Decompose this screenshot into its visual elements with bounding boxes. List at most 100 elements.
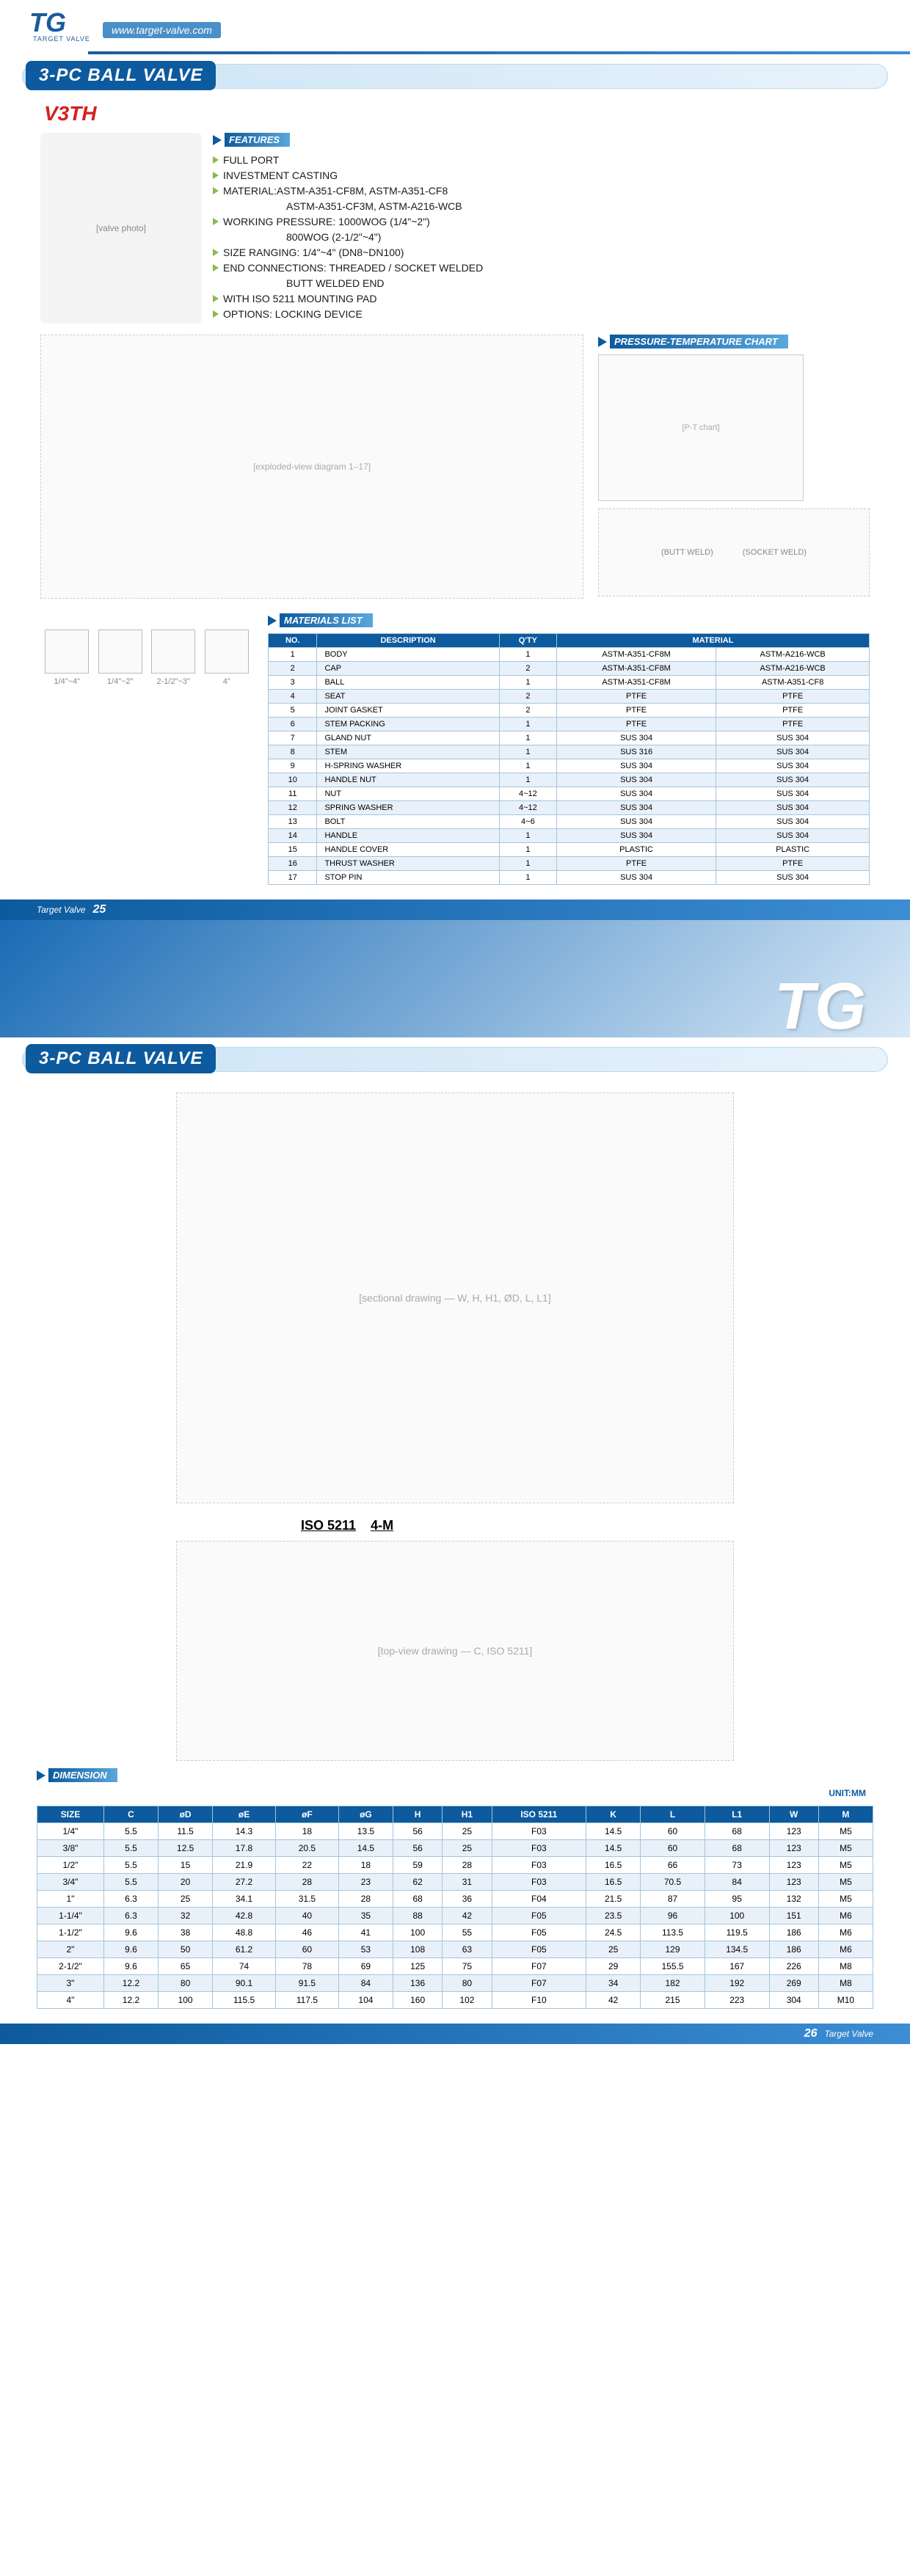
feature-item: END CONNECTIONS: THREADED / SOCKET WELDE…	[213, 260, 866, 276]
dim-th: øE	[213, 1806, 276, 1823]
table-row: 15HANDLE COVER1PLASTICPLASTIC	[269, 843, 870, 857]
dim-th: ISO 5211	[492, 1806, 586, 1823]
dim-header: DIMENSION	[37, 1768, 873, 1782]
section-title-2: 3-PC BALL VALVE	[26, 1044, 216, 1073]
feature-item: FULL PORT	[213, 153, 866, 168]
flange-item: 1/4"~4"	[45, 630, 89, 686]
table-row: 9H-SPRING WASHER1SUS 304SUS 304	[269, 759, 870, 773]
materials-label: MATERIALS LIST	[280, 613, 373, 627]
table-row: 1-1/2"9.63848.8464110055F0524.5113.5119.…	[37, 1924, 873, 1941]
feature-item: BUTT WELDED END	[213, 276, 866, 291]
table-row: 8STEM1SUS 316SUS 304	[269, 745, 870, 759]
table-row: 4"12.2100115.5117.5104160102F10422152233…	[37, 1992, 873, 2009]
table-row: 11NUT4~12SUS 304SUS 304	[269, 787, 870, 801]
table-row: 2CAP2ASTM-A351-CF8MASTM-A216-WCB	[269, 662, 870, 676]
dim-th: H1	[443, 1806, 492, 1823]
dim-th: W	[769, 1806, 818, 1823]
table-row: 1"6.32534.131.5286836F0421.58795132M5	[37, 1891, 873, 1908]
feature-item: MATERIAL:ASTM-A351-CF8M, ASTM-A351-CF8	[213, 183, 866, 199]
footer-left: Target Valve 25	[0, 900, 910, 920]
content-row: [valve photo] FEATURES FULL PORTINVESTME…	[0, 133, 910, 324]
header-bar	[88, 51, 910, 54]
exploded-diagram: [exploded-view diagram 1–17]	[40, 335, 583, 599]
feature-item: WORKING PRESSURE: 1000WOG (1/4"~2")	[213, 214, 866, 230]
feature-item: SIZE RANGING: 1/4"~4" (DN8~DN100)	[213, 245, 866, 260]
unit-label: UNIT:MM	[0, 1788, 866, 1798]
table-row: 3BALL1ASTM-A351-CF8MASTM-A351-CF8	[269, 676, 870, 690]
technical-drawing-main: [sectional drawing — W, H, H1, ØD, L, L1…	[176, 1092, 734, 1503]
page-num-right: 26	[804, 2027, 818, 2040]
feature-item: INVESTMENT CASTING	[213, 168, 866, 183]
table-row: 1/4"5.511.514.31813.55625F0314.56068123M…	[37, 1823, 873, 1840]
mat-th: DESCRIPTION	[317, 634, 499, 648]
dim-th: L	[641, 1806, 705, 1823]
table-row: 1/2"5.51521.922185928F0316.56673123M5	[37, 1857, 873, 1874]
weld-diagrams: (BUTT WELD) (SOCKET WELD)	[598, 508, 870, 596]
dim-th: L1	[705, 1806, 769, 1823]
ptchart-label: PRESSURE-TEMPERATURE CHART	[610, 335, 788, 349]
table-row: 10HANDLE NUT1SUS 304SUS 304	[269, 773, 870, 787]
page-num-left: 25	[93, 903, 106, 916]
banner-logo: TG	[774, 969, 866, 1045]
dim-th: øG	[338, 1806, 393, 1823]
page2-banner: TG	[0, 920, 910, 1037]
flange-item: 1/4"~2"	[98, 630, 142, 686]
logo: TG	[29, 7, 66, 38]
dim-th: øF	[276, 1806, 339, 1823]
materials-header: MATERIALS LIST	[268, 613, 870, 627]
dim-th: SIZE	[37, 1806, 104, 1823]
feature-item: WITH ISO 5211 MOUNTING PAD	[213, 291, 866, 307]
table-row: 12SPRING WASHER4~12SUS 304SUS 304	[269, 801, 870, 815]
materials-table: NO.DESCRIPTIONQ'TYMATERIAL1BODY1ASTM-A35…	[268, 633, 870, 885]
left-column: [valve photo]	[0, 133, 213, 324]
table-row: 17STOP PIN1SUS 304SUS 304	[269, 871, 870, 885]
section-title: 3-PC BALL VALVE	[26, 61, 216, 90]
table-row: 3/8"5.512.517.820.514.55625F0314.5606812…	[37, 1840, 873, 1857]
pt-chart: [P-T chart]	[598, 354, 804, 501]
table-row: 14HANDLE1SUS 304SUS 304	[269, 829, 870, 843]
table-row: 7GLAND NUT1SUS 304SUS 304	[269, 731, 870, 745]
table-row: 3/4"5.52027.228236231F0316.570.584123M5	[37, 1874, 873, 1891]
mat-th: NO.	[269, 634, 317, 648]
flange-item: 4"	[205, 630, 249, 686]
chart-row: [exploded-view diagram 1–17] PRESSURE-TE…	[0, 335, 910, 599]
table-row: 16THRUST WASHER1PTFEPTFE	[269, 857, 870, 871]
section-title-wrap: 3-PC BALL VALVE	[0, 58, 910, 95]
materials-wrap: MATERIALS LIST NO.DESCRIPTIONQ'TYMATERIA…	[268, 613, 870, 885]
feature-item: ASTM-A351-CF3M, ASTM-A216-WCB	[213, 199, 866, 214]
url: www.target-valve.com	[103, 22, 221, 38]
butt-weld-label: (BUTT WELD)	[661, 548, 713, 557]
section-title-wrap-2: 3-PC BALL VALVE	[0, 1041, 910, 1078]
table-row: 2-1/2"9.66574786912575F0729155.5167226M8	[37, 1958, 873, 1975]
features-list: FULL PORTINVESTMENT CASTINGMATERIAL:ASTM…	[213, 153, 866, 322]
iso-label-row: ISO 5211 4-M	[176, 1518, 734, 1533]
footer-brand: Target Valve	[37, 905, 86, 915]
flange-row: 1/4"~4"1/4"~2"2-1/2"~3"4"	[40, 613, 253, 701]
technical-drawing-top: [top-view drawing — C, ISO 5211]	[176, 1541, 734, 1761]
product-image: [valve photo]	[40, 133, 202, 324]
dim-th: M	[818, 1806, 873, 1823]
dim-label: DIMENSION	[48, 1768, 117, 1782]
features-label: FEATURES	[225, 133, 290, 147]
page-1: TG TARGET VALVE www.target-valve.com 3-P…	[0, 0, 910, 920]
header: TG TARGET VALVE www.target-valve.com	[0, 0, 910, 51]
ptchart-header: PRESSURE-TEMPERATURE CHART	[598, 335, 870, 349]
right-column: FEATURES FULL PORTINVESTMENT CASTINGMATE…	[213, 133, 910, 324]
feature-item: 800WOG (2-1/2"~4")	[213, 230, 866, 245]
page-2: TG 3-PC BALL VALVE [sectional drawing — …	[0, 920, 910, 2044]
table-row: 4SEAT2PTFEPTFE	[269, 690, 870, 704]
materials-row: 1/4"~4"1/4"~2"2-1/2"~3"4" MATERIALS LIST…	[0, 613, 910, 885]
footer-right: 26 Target Valve	[0, 2024, 910, 2044]
features-header: FEATURES	[213, 133, 866, 147]
chart-right: PRESSURE-TEMPERATURE CHART [P-T chart] (…	[598, 335, 870, 599]
socket-weld-label: (SOCKET WELD)	[743, 548, 807, 557]
dim-th: øD	[159, 1806, 213, 1823]
dim-th: H	[393, 1806, 442, 1823]
table-row: 1-1/4"6.33242.840358842F0523.596100151M6	[37, 1908, 873, 1924]
footer-brand-2: Target Valve	[825, 2029, 874, 2039]
feature-item: OPTIONS: LOCKING DEVICE	[213, 307, 866, 322]
table-row: 6STEM PACKING1PTFEPTFE	[269, 718, 870, 731]
table-row: 3"12.28090.191.58413680F0734182192269M8	[37, 1975, 873, 1992]
flange-item: 2-1/2"~3"	[151, 630, 195, 686]
mat-th: MATERIAL	[556, 634, 869, 648]
